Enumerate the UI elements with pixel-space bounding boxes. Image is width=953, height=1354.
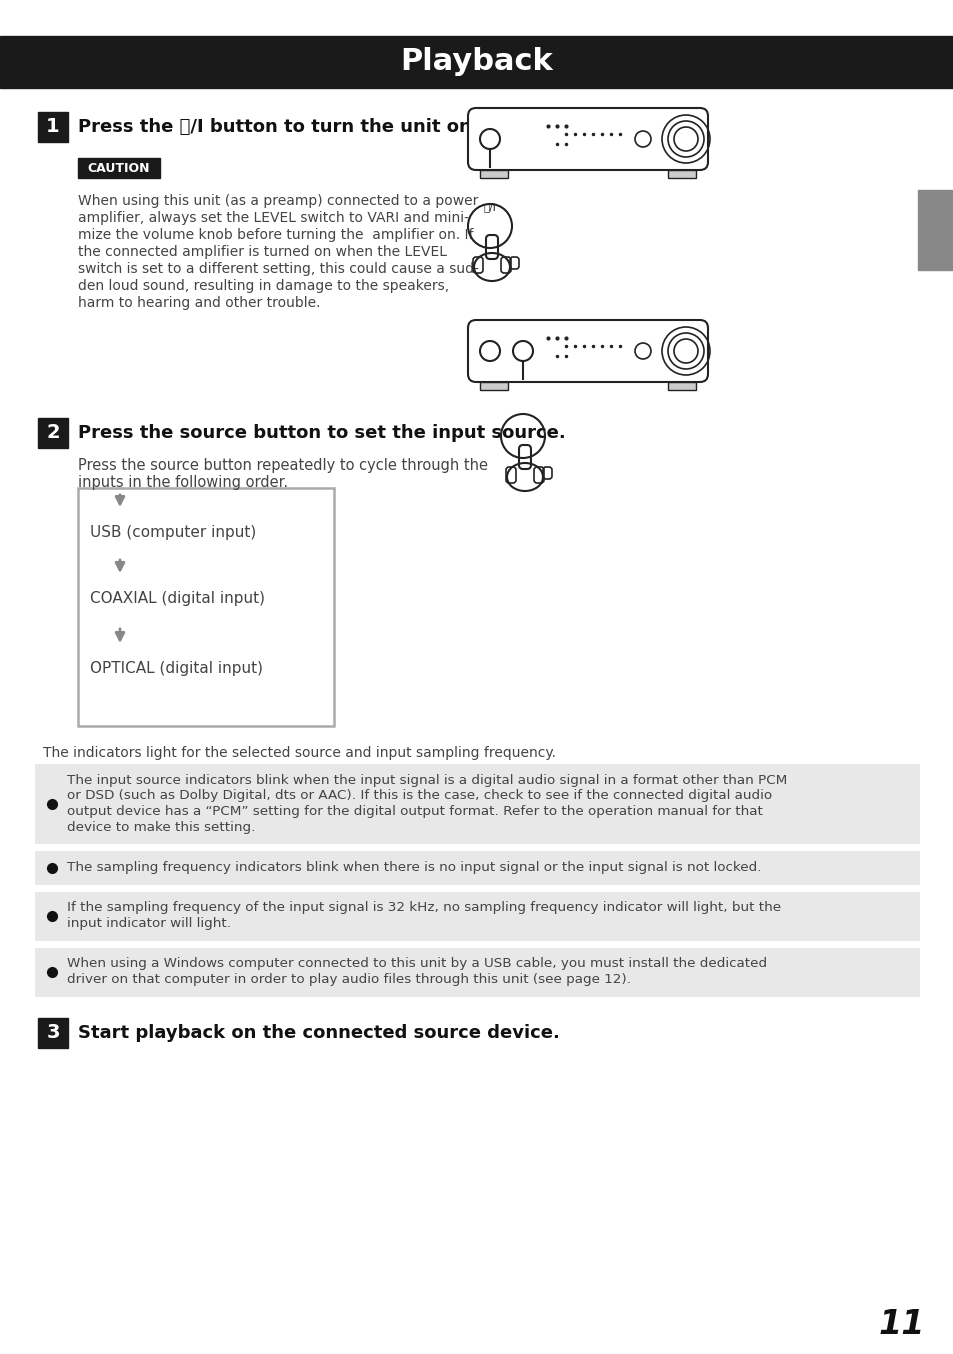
Text: 2: 2 bbox=[46, 424, 60, 443]
Text: inputs in the following order.: inputs in the following order. bbox=[78, 475, 288, 490]
Text: Playback: Playback bbox=[400, 47, 553, 76]
Text: ⏻/I: ⏻/I bbox=[483, 202, 496, 213]
Bar bbox=[35, 764, 919, 844]
Text: or DSD (such as Dolby Digital, dts or AAC). If this is the case, check to see if: or DSD (such as Dolby Digital, dts or AA… bbox=[67, 789, 771, 803]
Bar bbox=[78, 158, 160, 177]
Text: amplifier, always set the LEVEL switch to VARI and mini-: amplifier, always set the LEVEL switch t… bbox=[78, 211, 469, 225]
Bar bbox=[38, 418, 68, 448]
Text: input indicator will light.: input indicator will light. bbox=[67, 917, 231, 930]
Text: USB (computer input): USB (computer input) bbox=[90, 524, 256, 539]
Bar bbox=[35, 948, 919, 997]
Text: Press the ⏻/I button to turn the unit on.: Press the ⏻/I button to turn the unit on… bbox=[78, 118, 478, 135]
Bar bbox=[917, 190, 953, 269]
Text: device to make this setting.: device to make this setting. bbox=[67, 821, 255, 834]
Text: Press the source button to set the input source.: Press the source button to set the input… bbox=[78, 424, 565, 441]
FancyBboxPatch shape bbox=[468, 320, 707, 382]
Text: If the sampling frequency of the input signal is 32 kHz, no sampling frequency i: If the sampling frequency of the input s… bbox=[67, 902, 781, 914]
Circle shape bbox=[673, 127, 698, 152]
Text: switch is set to a different setting, this could cause a sud-: switch is set to a different setting, th… bbox=[78, 263, 478, 276]
Text: 1: 1 bbox=[46, 118, 60, 137]
Text: the connected amplifier is turned on when the LEVEL: the connected amplifier is turned on whe… bbox=[78, 245, 447, 259]
Bar bbox=[479, 171, 507, 177]
Text: CAUTION: CAUTION bbox=[88, 161, 150, 175]
Text: output device has a “PCM” setting for the digital output format. Refer to the op: output device has a “PCM” setting for th… bbox=[67, 806, 762, 818]
Text: 3: 3 bbox=[46, 1024, 60, 1043]
Text: When using this unit (as a preamp) connected to a power: When using this unit (as a preamp) conne… bbox=[78, 194, 477, 209]
FancyBboxPatch shape bbox=[468, 108, 707, 171]
Text: harm to hearing and other trouble.: harm to hearing and other trouble. bbox=[78, 297, 320, 310]
Text: When using a Windows computer connected to this unit by a USB cable, you must in: When using a Windows computer connected … bbox=[67, 957, 766, 971]
Text: Press the source button repeatedly to cycle through the: Press the source button repeatedly to cy… bbox=[78, 458, 488, 473]
Text: OPTICAL (digital input): OPTICAL (digital input) bbox=[90, 662, 263, 677]
Text: The indicators light for the selected source and input sampling frequency.: The indicators light for the selected so… bbox=[43, 746, 556, 760]
Circle shape bbox=[673, 338, 698, 363]
Bar bbox=[35, 852, 919, 884]
Bar bbox=[667, 171, 696, 177]
Bar bbox=[667, 382, 696, 390]
Text: The sampling frequency indicators blink when there is no input signal or the inp: The sampling frequency indicators blink … bbox=[67, 861, 760, 873]
Bar bbox=[78, 487, 334, 726]
Text: Start playback on the connected source device.: Start playback on the connected source d… bbox=[78, 1024, 559, 1041]
Bar bbox=[479, 382, 507, 390]
Text: 11: 11 bbox=[878, 1308, 924, 1340]
Bar bbox=[35, 891, 919, 941]
Text: mize the volume knob before turning the  amplifier on. If: mize the volume knob before turning the … bbox=[78, 227, 473, 242]
Text: The input source indicators blink when the input signal is a digital audio signa: The input source indicators blink when t… bbox=[67, 774, 786, 787]
Bar bbox=[38, 1017, 68, 1048]
Text: COAXIAL (digital input): COAXIAL (digital input) bbox=[90, 590, 265, 605]
Text: den loud sound, resulting in damage to the speakers,: den loud sound, resulting in damage to t… bbox=[78, 279, 449, 292]
Text: driver on that computer in order to play audio files through this unit (see page: driver on that computer in order to play… bbox=[67, 974, 631, 986]
Bar bbox=[0, 37, 953, 88]
Bar bbox=[38, 112, 68, 142]
